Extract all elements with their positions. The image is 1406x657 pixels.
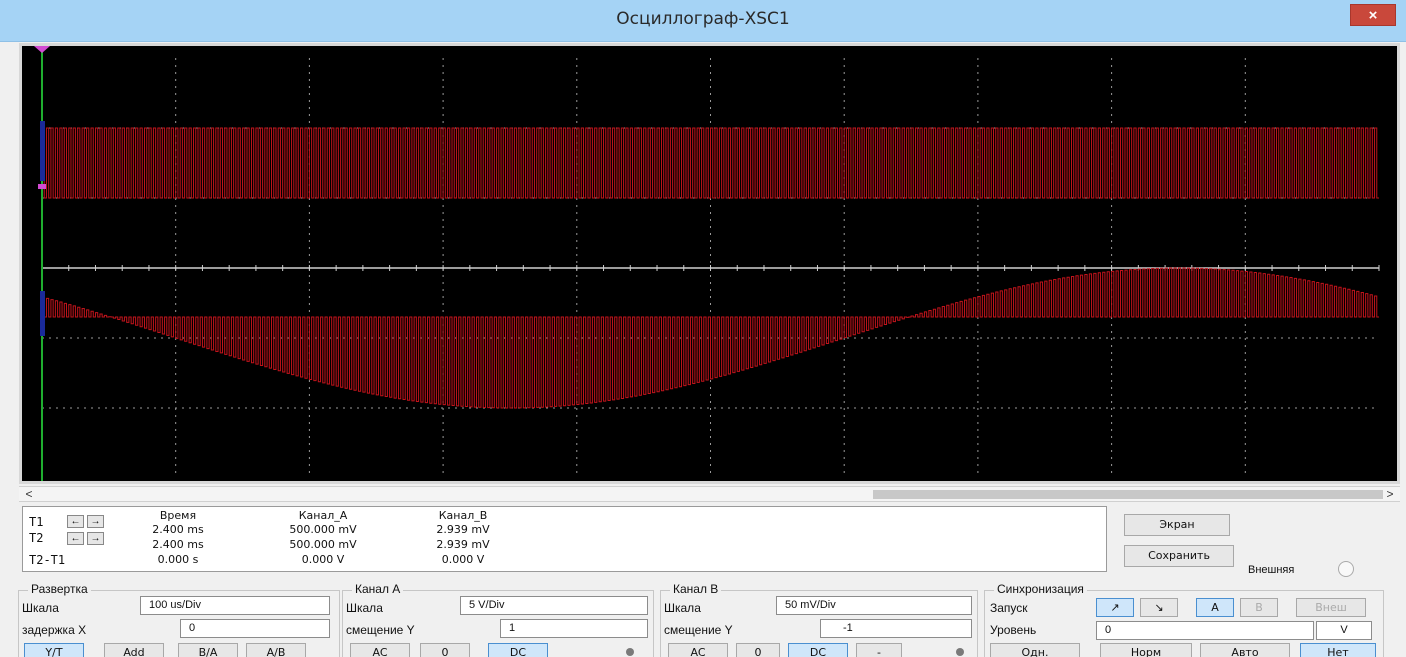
trigger-level-input[interactable]: 0 — [1096, 621, 1314, 640]
trigger-level-unit[interactable]: V — [1316, 621, 1372, 640]
trigger-auto-button[interactable]: Авто — [1200, 643, 1290, 657]
channel-a-ac-button[interactable]: AC — [350, 643, 410, 657]
t2-left-arrow[interactable]: ← — [67, 532, 84, 545]
external-label: Внешняя — [1248, 564, 1295, 576]
channel-a-color-dot — [626, 648, 634, 656]
trigger-source-ext-button[interactable]: Внеш — [1296, 598, 1366, 617]
diff-channel-b: 0.000 V — [441, 553, 485, 566]
channel-b-title: Канал B — [670, 582, 722, 596]
trigger-single-button[interactable]: Одн. — [990, 643, 1080, 657]
channel-b-scale-input[interactable]: 50 mV/Div — [776, 596, 972, 615]
close-button[interactable]: × — [1350, 4, 1396, 26]
sweep-group — [18, 590, 340, 657]
save-button[interactable]: Сохранить — [1124, 545, 1234, 567]
channel-a-scale-label: Шкала — [346, 601, 383, 615]
delay-x-input[interactable]: 0 — [180, 619, 330, 638]
trigger-none-button[interactable]: Нет — [1300, 643, 1376, 657]
channel-a-marker — [40, 121, 45, 181]
screen-button[interactable]: Экран — [1124, 514, 1230, 536]
scroll-thumb[interactable] — [873, 490, 1383, 499]
delay-x-label: задержка X — [22, 623, 87, 637]
diff-time: 0.000 s — [157, 553, 199, 566]
channel-a-trace — [41, 127, 1379, 199]
channel-b-dc-button[interactable]: DC — [788, 643, 848, 657]
channel-b-offset-label: смещение Y — [664, 623, 733, 637]
channel-a-offset-input[interactable]: 1 — [500, 619, 648, 638]
sweep-title: Развертка — [28, 582, 91, 596]
external-trigger-indicator[interactable] — [1338, 561, 1354, 577]
channel-a-offset-label: смещение Y — [346, 623, 415, 637]
channel-b-color-dot — [956, 648, 964, 656]
cursor-t1-handle — [34, 46, 50, 53]
t2-t1-label: T2-T1 — [29, 553, 66, 567]
channel-a-group — [342, 590, 654, 657]
t2-right-arrow[interactable]: → — [87, 532, 104, 545]
channel-a-scale-input[interactable]: 5 V/Div — [460, 596, 648, 615]
screen-scrollbar[interactable]: < > — [19, 486, 1400, 502]
t2-time: 2.400 ms — [152, 538, 204, 551]
t1-left-arrow[interactable]: ← — [67, 515, 84, 528]
channel-b-zero-button[interactable]: 0 — [736, 643, 780, 657]
t2-label: T2 — [29, 531, 44, 545]
channel-a-dc-button[interactable]: DC — [488, 643, 548, 657]
trigger-falling-edge-button[interactable]: ↘ — [1140, 598, 1178, 617]
trigger-level-label: Уровень — [990, 623, 1037, 637]
scroll-left-button[interactable]: < — [25, 487, 33, 501]
title-bar: Осциллограф-XSC1 × — [0, 0, 1406, 42]
t2-channel-a: 500.000 mV — [289, 538, 357, 551]
waveform-plot — [34, 46, 1380, 481]
channel-b-group — [660, 590, 978, 657]
t1-channel-b: 2.939 mV — [436, 523, 490, 536]
cursor-readout-panel: T1 ← → T2 ← → T2-T1 Время Канал_A Канал_… — [22, 506, 1107, 572]
sweep-scale-label: Шкала — [22, 601, 59, 615]
channel-b-marker — [40, 291, 45, 336]
header-channel-b: Канал_B — [438, 509, 488, 522]
trigger-normal-button[interactable]: Норм — [1100, 643, 1192, 657]
channel-b-trace — [41, 267, 1379, 409]
mode-ba-button[interactable]: B/A — [178, 643, 238, 657]
channel-b-scale-label: Шкала — [664, 601, 701, 615]
mode-ab-button[interactable]: A/B — [246, 643, 306, 657]
sweep-scale-input[interactable]: 100 us/Div — [140, 596, 330, 615]
mode-yt-button[interactable]: Y/T — [24, 643, 84, 657]
channel-a-level-marker — [38, 184, 46, 189]
trigger-start-label: Запуск — [990, 601, 1028, 615]
trigger-source-b-button[interactable]: B — [1240, 598, 1278, 617]
sync-title: Синхронизация — [994, 582, 1087, 596]
diff-channel-a: 0.000 V — [301, 553, 345, 566]
scroll-right-button[interactable]: > — [1386, 487, 1394, 501]
channel-b-minus-button[interactable]: - — [856, 643, 902, 657]
sync-group — [984, 590, 1384, 657]
t1-time: 2.400 ms — [152, 523, 204, 536]
header-channel-a: Канал_A — [298, 509, 348, 522]
t1-right-arrow[interactable]: → — [87, 515, 104, 528]
oscilloscope-screen — [19, 43, 1400, 484]
trigger-source-a-button[interactable]: A — [1196, 598, 1234, 617]
channel-a-zero-button[interactable]: 0 — [420, 643, 470, 657]
t2-channel-b: 2.939 mV — [436, 538, 490, 551]
channel-b-ac-button[interactable]: AC — [668, 643, 728, 657]
header-time: Время — [159, 509, 197, 522]
window-title: Осциллограф-XSC1 — [616, 9, 790, 29]
t1-label: T1 — [29, 515, 44, 529]
t1-channel-a: 500.000 mV — [289, 523, 357, 536]
channel-b-offset-input[interactable]: -1 — [820, 619, 972, 638]
mode-add-button[interactable]: Add — [104, 643, 164, 657]
channel-a-title: Канал A — [352, 582, 404, 596]
trigger-rising-edge-button[interactable]: ↗ — [1096, 598, 1134, 617]
